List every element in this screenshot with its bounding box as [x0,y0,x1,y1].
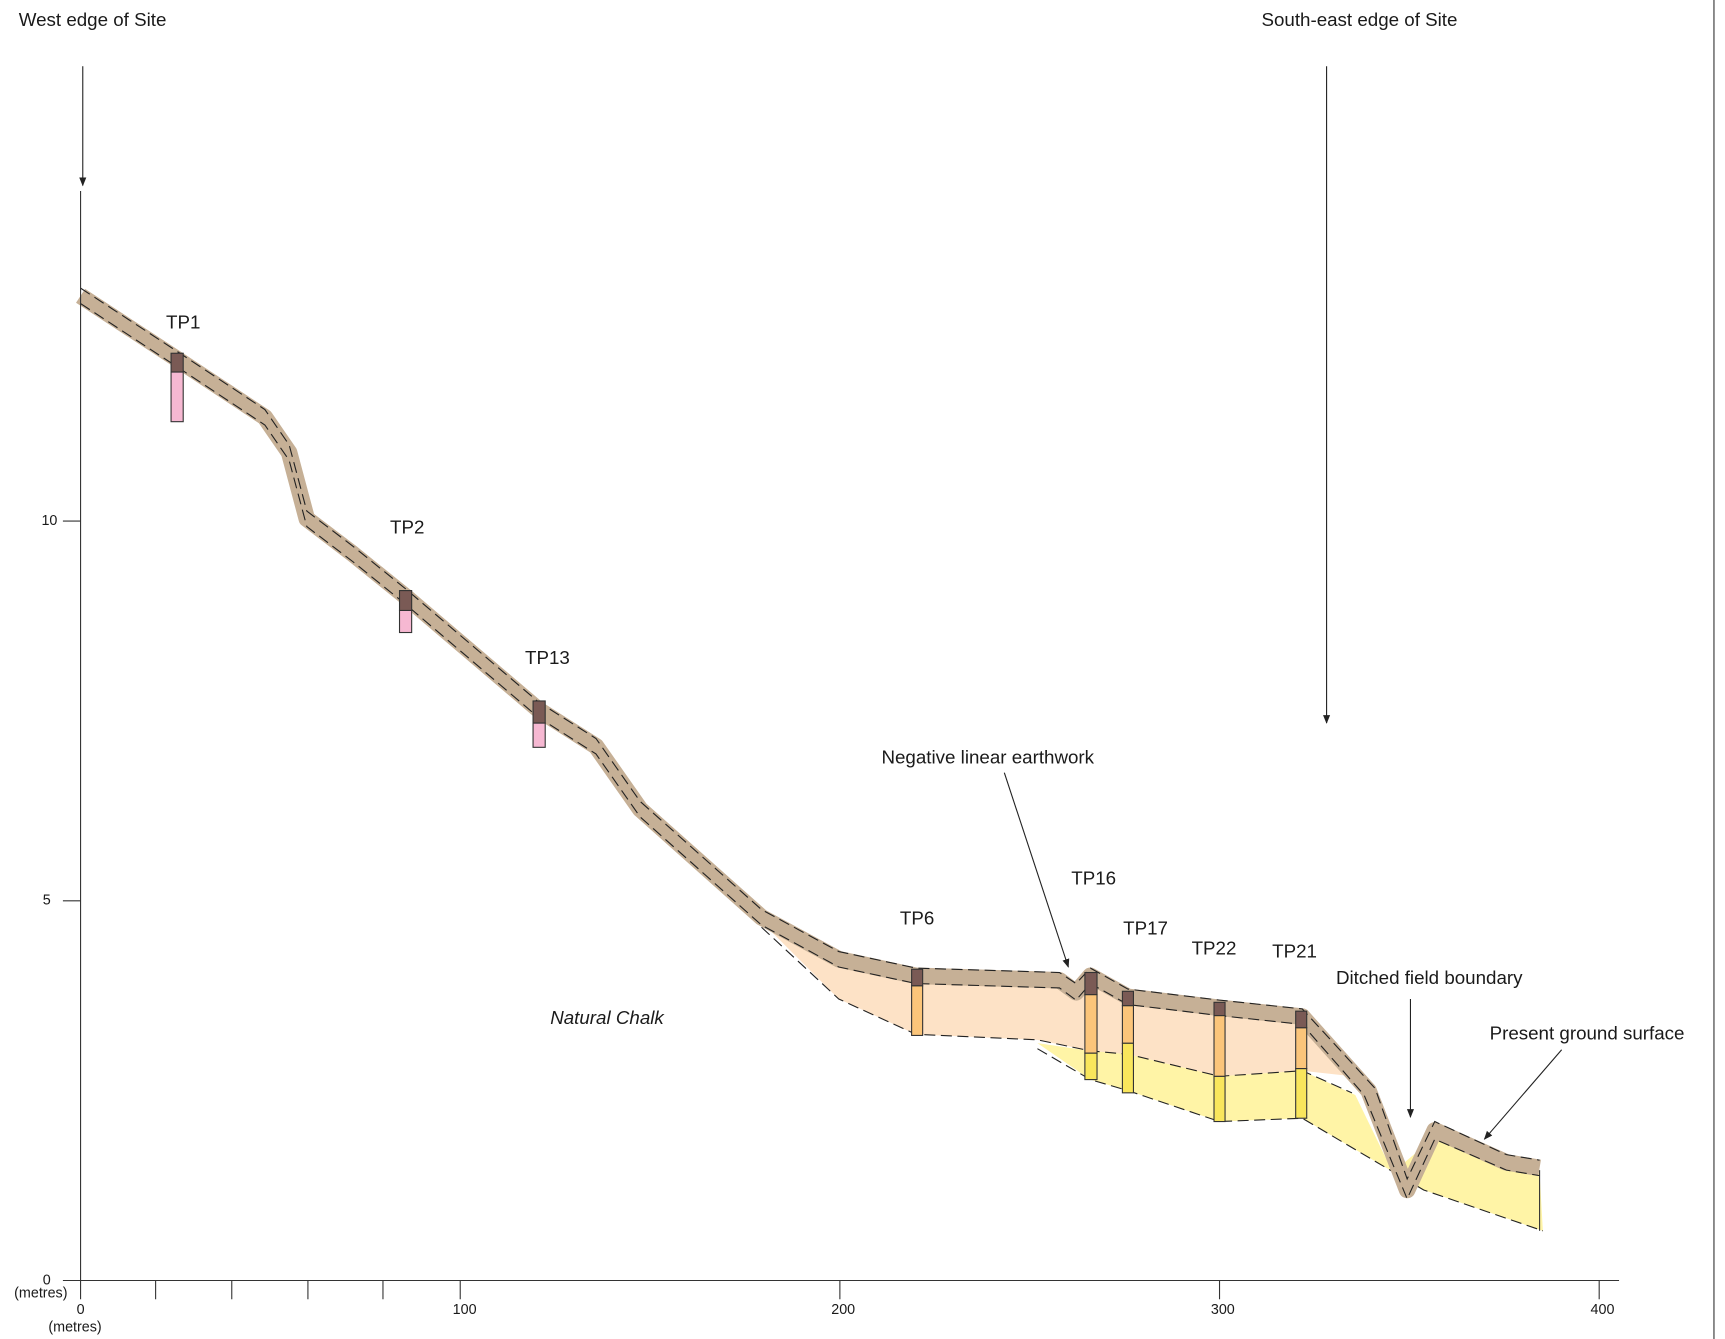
earthwork-label: Negative linear earthwork [881,746,1094,767]
pit-top [1214,1002,1225,1015]
pit-fill [912,986,923,1036]
pit-fill [1085,1053,1097,1079]
pit-fill [171,372,183,422]
pit-fill [400,610,412,632]
pit-label: TP2 [390,517,424,538]
pit-top [171,353,183,372]
pit-label: TP6 [900,907,934,928]
pit-label: TP21 [1272,941,1317,962]
section-diagram: West edge of Site South-east edge of Sit… [0,0,1725,1339]
pit-fill [1296,1028,1307,1069]
pit-label: TP16 [1071,868,1116,889]
x-unit: (metres) [48,1320,101,1336]
pit-fill [1214,1016,1225,1077]
surface-label: Present ground surface [1490,1022,1685,1043]
pit-label: TP13 [525,647,570,668]
y-unit: (metres) [14,1286,67,1302]
pit-label: TP22 [1192,937,1237,958]
y-tick-label: 5 [43,893,51,909]
boundary-label: Ditched field boundary [1336,967,1523,988]
pit-top [1122,991,1133,1005]
pit-label: TP1 [166,311,200,332]
pit-top [533,701,545,723]
annotation-arrow [1484,1050,1561,1139]
pit-label: TP17 [1123,917,1168,938]
west-label: West edge of Site [19,9,167,30]
pit-fill [1214,1076,1225,1121]
pit-fill [533,723,545,747]
pit-fill [1296,1069,1307,1119]
pit-top [912,969,923,986]
pit-top [1085,973,1097,995]
x-tick-label: 400 [1591,1302,1615,1318]
y-tick-label: 10 [41,513,57,529]
page: West edge of Site South-east edge of Sit… [0,0,1725,1339]
southeast-label: South-east edge of Site [1261,9,1457,30]
pit-fill [1122,1006,1133,1044]
pit-top [1296,1011,1307,1028]
x-ticks [81,1280,1600,1299]
x-tick-label: 100 [453,1302,477,1318]
pit-fill [1085,995,1097,1054]
pit-top [400,591,412,611]
x-tick-label: 0 [77,1302,85,1318]
chalk-label: Natural Chalk [550,1007,665,1028]
x-tick-label: 300 [1211,1302,1235,1318]
annotation-arrow [1004,773,1068,967]
x-tick-label: 200 [831,1302,855,1318]
pit-fill [1122,1043,1133,1093]
